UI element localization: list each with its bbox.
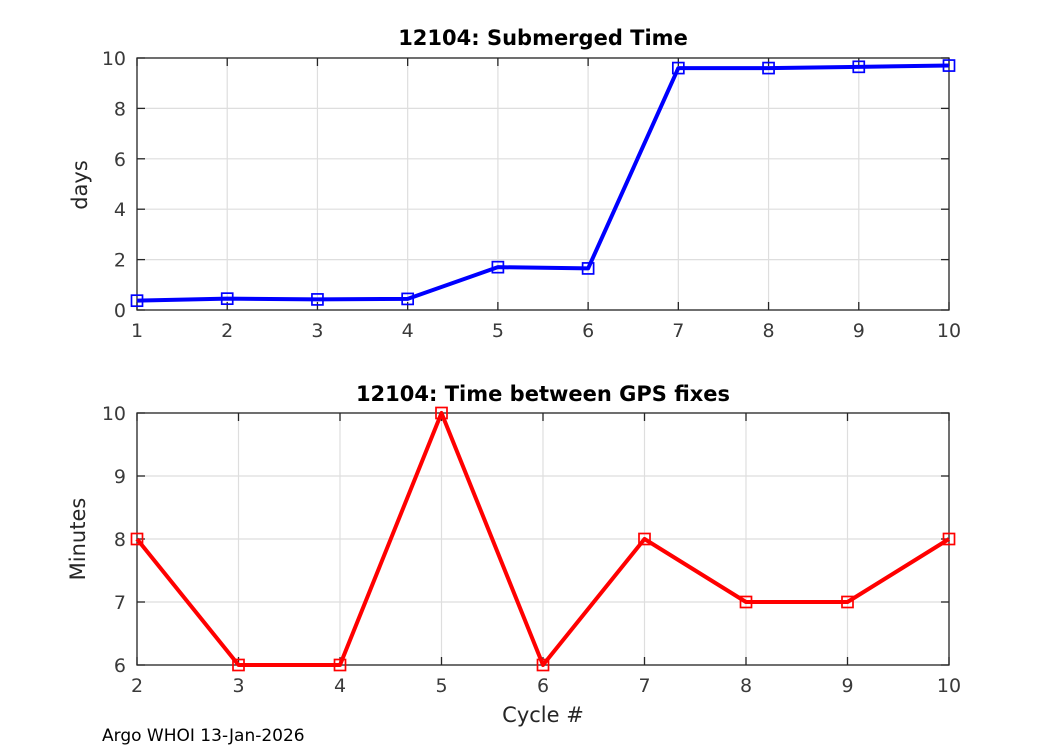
x-tick-label: 4 xyxy=(334,675,346,697)
y-tick-label: 8 xyxy=(114,529,126,551)
gps-fix-interval-minutes-series xyxy=(130,406,956,672)
x-tick-label: 6 xyxy=(537,675,549,697)
x-tick-label: 10 xyxy=(937,320,961,342)
x-tick-label: 3 xyxy=(311,320,323,342)
data-point-marker xyxy=(130,532,144,546)
submerged-time-chart-title: 12104: Submerged Time xyxy=(398,26,688,50)
y-tick-label: 4 xyxy=(114,199,126,221)
data-point-marker xyxy=(232,658,245,672)
grid-lines xyxy=(136,57,950,311)
grid-lines xyxy=(136,412,950,666)
submerged-time-plot: 1 2 3 4 5 6 7 8 9 10 0 2 4 6 8 10 xyxy=(102,48,961,342)
y-tick-label: 10 xyxy=(102,48,126,70)
tick-labels: 1 2 3 4 5 6 7 8 9 10 0 2 4 6 8 10 xyxy=(102,48,961,342)
y-tick-label: 10 xyxy=(102,403,126,425)
data-point-marker xyxy=(435,406,448,420)
data-point-marker xyxy=(536,658,550,672)
data-point-marker xyxy=(942,59,956,72)
y-tick-label: 0 xyxy=(114,300,126,322)
data-point-marker xyxy=(333,658,347,672)
tick-labels: 2 3 4 5 6 7 8 9 10 6 7 8 9 10 xyxy=(102,403,961,697)
data-point-marker xyxy=(638,532,651,546)
x-tick-label: 1 xyxy=(131,320,143,342)
data-point-marker xyxy=(581,262,595,275)
x-tick-label: 7 xyxy=(672,320,684,342)
submerged-time-days-series xyxy=(130,59,956,308)
x-tick-label: 9 xyxy=(841,675,853,697)
gps-fixes-chart-title: 12104: Time between GPS fixes xyxy=(355,382,731,406)
data-line xyxy=(135,411,951,667)
x-tick-label: 2 xyxy=(131,675,143,697)
x-tick-label: 8 xyxy=(763,320,775,342)
x-tick-label: 7 xyxy=(638,675,650,697)
x-tick-label: 8 xyxy=(740,675,752,697)
data-point-marker xyxy=(401,292,415,306)
x-tick-label: 5 xyxy=(492,320,504,342)
y-tick-label: 9 xyxy=(114,466,126,488)
data-point-marker xyxy=(852,60,866,74)
data-point-marker xyxy=(942,532,956,546)
y-tick-label: 2 xyxy=(114,250,126,272)
axes-box xyxy=(136,57,950,311)
data-point-marker xyxy=(762,61,775,75)
x-tick-label: 6 xyxy=(582,320,594,342)
data-point-marker xyxy=(220,292,234,306)
data-line xyxy=(136,63,950,303)
gps-fixes-plot: 2 3 4 5 6 7 8 9 10 6 7 8 9 10 xyxy=(102,403,961,697)
y-tick-label: 8 xyxy=(114,98,126,120)
data-point-marker xyxy=(491,260,505,274)
x-tick-label: 2 xyxy=(221,320,233,342)
data-point-marker xyxy=(739,595,753,609)
data-point-marker xyxy=(841,595,854,609)
y-tick-label: 6 xyxy=(114,655,126,677)
x-tick-label: 9 xyxy=(853,320,865,342)
x-tick-label: 5 xyxy=(435,675,447,697)
x-axis-label: Cycle # xyxy=(502,703,584,727)
data-point-marker xyxy=(130,294,144,308)
y-tick-label: 7 xyxy=(114,592,126,614)
watermark-text: Argo WHOI 13-Jan-2026 xyxy=(102,726,305,746)
data-point-marker xyxy=(671,61,685,75)
y-tick-label: 6 xyxy=(114,149,126,171)
x-tick-label: 10 xyxy=(937,675,961,697)
data-point-marker xyxy=(311,293,324,306)
x-tick-label: 3 xyxy=(232,675,244,697)
x-tick-label: 4 xyxy=(402,320,414,342)
